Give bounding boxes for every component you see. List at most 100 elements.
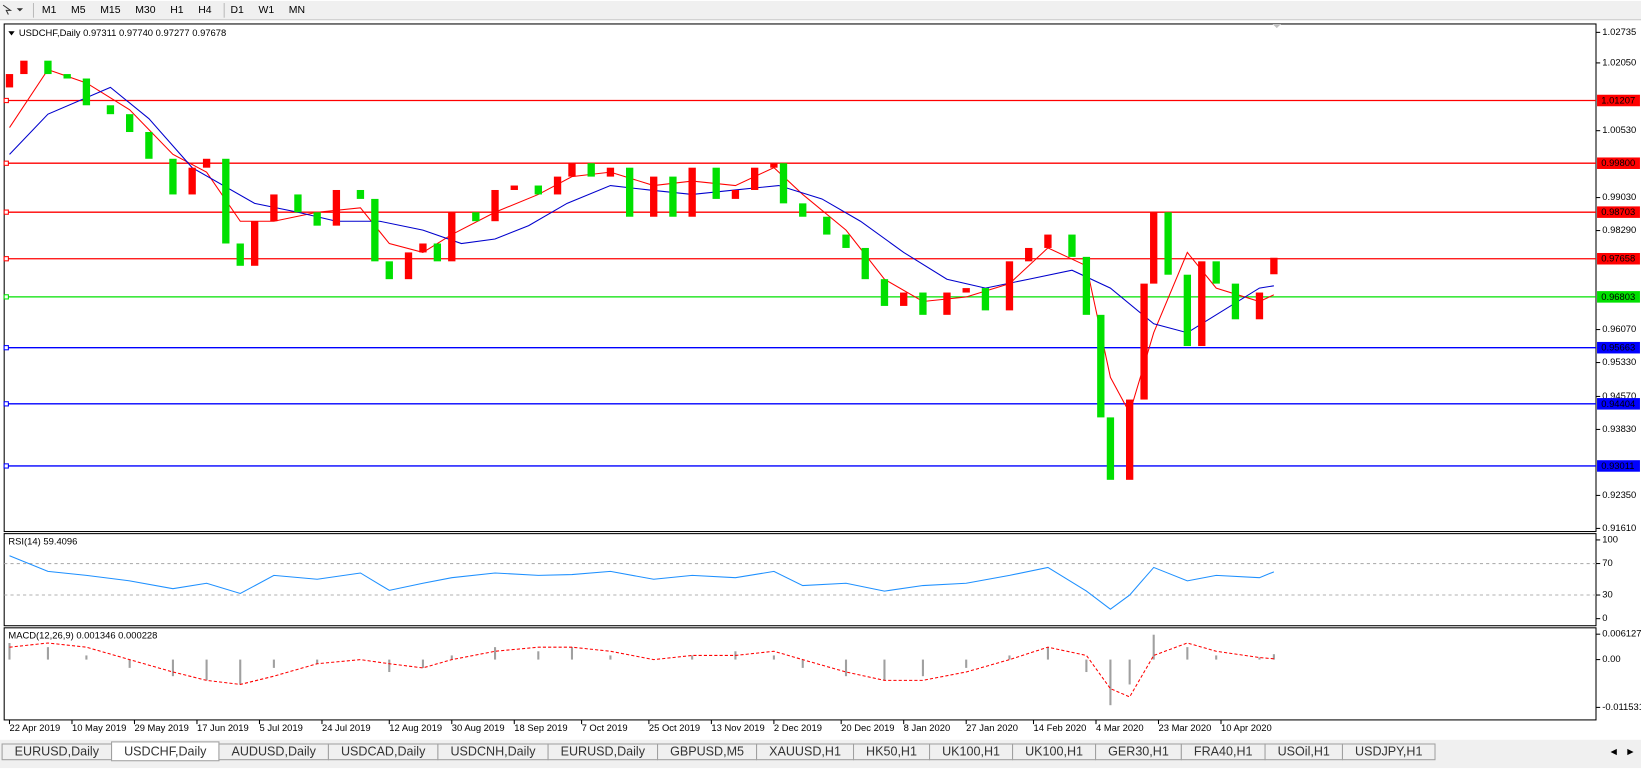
y-tick-label: 0.92350 [1602, 489, 1636, 500]
candle [448, 212, 456, 262]
tab[interactable]: UK100,H1 [1012, 743, 1097, 761]
candle [823, 216, 831, 235]
candle [568, 163, 576, 177]
tab-label[interactable]: EURUSD,Daily [15, 745, 100, 759]
tab[interactable]: EURUSD,Daily [547, 743, 659, 761]
macd-signal [9, 642, 1274, 698]
candle [433, 243, 442, 262]
level-label: 0.99800 [1601, 157, 1635, 168]
candle [1150, 212, 1158, 284]
x-tick-label: 8 Jan 2020 [904, 722, 951, 733]
tab-label[interactable]: AUDUSD,Daily [232, 745, 317, 759]
timeframe-button[interactable]: H4 [198, 5, 212, 16]
candle [1212, 261, 1220, 284]
y-tick-label: 100 [1602, 533, 1618, 544]
candle [1082, 256, 1091, 315]
price-panel [3, 23, 1597, 533]
candle [750, 167, 759, 190]
y-tick-label: 0.99030 [1602, 191, 1636, 202]
tab[interactable]: XAUUSD,H1 [756, 743, 855, 761]
tab-label[interactable]: UK100,H1 [942, 745, 1000, 759]
candle [880, 279, 889, 306]
tab[interactable]: GBPUSD,M5 [657, 743, 758, 761]
toolbar [0, 0, 1641, 20]
tab[interactable]: HK50,H1 [852, 743, 931, 761]
tab[interactable]: USOil,H1 [1264, 743, 1343, 761]
y-tick-label: 1.02050 [1602, 56, 1636, 67]
candle [842, 234, 850, 248]
tab-label[interactable]: USOil,H1 [1278, 745, 1330, 759]
timeframe-button[interactable]: H1 [170, 5, 184, 16]
candle [44, 60, 52, 75]
candle [587, 163, 595, 177]
toolbar-icon[interactable] [2, 4, 13, 15]
candle [688, 167, 696, 217]
tab[interactable]: USDCHF,Daily [111, 741, 220, 762]
tab[interactable]: USDJPY,H1 [1341, 743, 1436, 761]
x-tick-label: 18 Sep 2019 [514, 722, 567, 733]
level-label: 0.94404 [1601, 398, 1635, 409]
tab[interactable]: USDCNH,Daily [437, 743, 549, 761]
x-tick-label: 13 Nov 2019 [711, 722, 764, 733]
tab[interactable]: AUDUSD,Daily [218, 743, 329, 761]
candle [943, 292, 951, 315]
candle [1231, 283, 1240, 320]
tab-label[interactable]: USDCHF,Daily [124, 745, 207, 759]
timeframe-button[interactable]: D1 [230, 5, 244, 16]
candle [1005, 261, 1014, 311]
tab-label[interactable]: USDCAD,Daily [341, 745, 426, 759]
timeframe-button[interactable]: MN [289, 5, 305, 16]
timeframe-button[interactable]: M5 [71, 5, 86, 16]
candle [1198, 261, 1206, 347]
tab-label[interactable]: XAUUSD,H1 [769, 745, 841, 759]
tab[interactable]: USDCAD,Daily [327, 743, 439, 761]
tab-label[interactable]: GBPUSD,M5 [670, 745, 744, 759]
y-tick-label: 1.02735 [1602, 26, 1636, 37]
tab-label[interactable]: HK50,H1 [866, 745, 917, 759]
tab-label[interactable]: GER30,H1 [1108, 745, 1169, 759]
timeframe-button[interactable]: M30 [135, 5, 156, 16]
y-tick-label: 0.93830 [1602, 423, 1636, 434]
tab[interactable]: GER30,H1 [1095, 743, 1182, 761]
level-label-box [1597, 398, 1640, 410]
rsi-line [9, 555, 1275, 610]
candle [534, 185, 542, 195]
candle [919, 292, 927, 315]
toolbar-dropdown[interactable] [16, 8, 24, 12]
tab-scroll-left[interactable]: ◄ [1609, 747, 1619, 758]
y-tick-label: 0.91610 [1602, 522, 1636, 533]
tab[interactable]: FRA40,H1 [1180, 743, 1266, 761]
candle [1255, 292, 1264, 320]
level-handle [3, 209, 9, 215]
candle [770, 163, 778, 168]
timeframe-button[interactable]: W1 [258, 5, 274, 16]
tab-scroll-right[interactable]: ► [1625, 747, 1635, 758]
tab-label[interactable]: USDCNH,Daily [450, 745, 536, 759]
candle [669, 176, 677, 217]
x-tick-label: 10 Apr 2020 [1221, 722, 1272, 733]
timeframe-button[interactable]: M1 [42, 5, 57, 16]
candle [1106, 417, 1115, 480]
candle [82, 78, 91, 106]
y-tick-label: 1.00530 [1602, 124, 1636, 135]
tab[interactable]: UK100,H1 [929, 743, 1014, 761]
candle [650, 176, 658, 217]
candle [419, 243, 427, 253]
tab[interactable]: EURUSD,Daily [1, 743, 113, 761]
x-tick-label: 5 Jul 2019 [259, 722, 302, 733]
y-tick-label: 0.00 [1602, 653, 1620, 664]
candle [202, 158, 211, 168]
level-label-box [1597, 206, 1640, 218]
candle [799, 203, 807, 217]
tab-label[interactable]: UK100,H1 [1025, 745, 1083, 759]
tab-label[interactable]: USDJPY,H1 [1355, 745, 1422, 759]
candle [236, 243, 244, 266]
candle [145, 132, 153, 159]
candle [356, 189, 365, 199]
y-tick-label: 70 [1602, 557, 1612, 568]
timeframe-button[interactable]: M15 [100, 5, 121, 16]
tab-background [1341, 743, 1436, 761]
tab-label[interactable]: FRA40,H1 [1194, 745, 1253, 759]
tab-label[interactable]: EURUSD,Daily [561, 745, 646, 759]
